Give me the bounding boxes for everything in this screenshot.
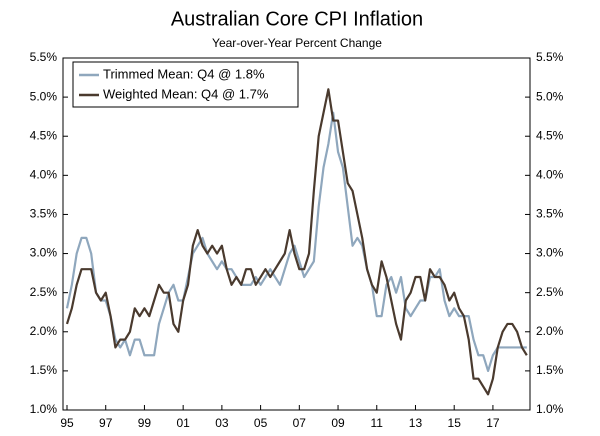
y-tick-label: 5.5% xyxy=(30,50,58,64)
series-line xyxy=(65,111,527,372)
plot-frame xyxy=(62,57,531,411)
legend-box xyxy=(72,61,299,108)
y-tick-label: 3.0% xyxy=(30,246,58,260)
y2-tick-label: 1.0% xyxy=(536,402,564,416)
y2-tick-label: 4.5% xyxy=(536,128,564,142)
y-tick-label: 3.5% xyxy=(30,207,58,221)
x-tick-label: 13 xyxy=(409,416,423,430)
x-tick-label: 09 xyxy=(331,416,345,430)
y2-tick-label: 5.0% xyxy=(536,89,564,103)
y2-tick-label: 2.5% xyxy=(536,285,564,299)
y-tick-label: 2.5% xyxy=(30,285,58,299)
y2-tick-label: 3.5% xyxy=(536,207,564,221)
x-tick-label: 95 xyxy=(60,416,74,430)
y2-tick-label: 3.0% xyxy=(536,246,564,260)
x-tick-label: 07 xyxy=(293,416,307,430)
y2-tick-label: 5.5% xyxy=(536,50,564,64)
series-line xyxy=(65,88,528,396)
x-tick-label: 97 xyxy=(99,416,113,430)
y-tick-label: 5.0% xyxy=(30,89,58,103)
legend-label: Weighted Mean: Q4 @ 1.7% xyxy=(103,86,269,101)
x-tick-label: 01 xyxy=(176,416,190,430)
x-tick-label: 05 xyxy=(254,416,268,430)
legend-label: Trimmed Mean: Q4 @ 1.8% xyxy=(103,66,265,81)
chart-subtitle: Year-over-Year Percent Change xyxy=(212,36,382,50)
y-tick-label: 2.0% xyxy=(30,324,58,338)
x-tick-label: 17 xyxy=(486,416,500,430)
chart-title: Australian Core CPI Inflation xyxy=(171,8,423,30)
x-tick-label: 99 xyxy=(138,416,152,430)
x-tick-label: 11 xyxy=(371,416,384,430)
y-tick-label: 4.5% xyxy=(30,128,58,142)
x-tick-label: 15 xyxy=(448,416,462,430)
y2-tick-label: 2.0% xyxy=(536,324,564,338)
y2-tick-label: 4.0% xyxy=(536,168,564,182)
y-tick-label: 4.0% xyxy=(30,168,58,182)
x-tick-label: 03 xyxy=(215,416,229,430)
y-tick-label: 1.0% xyxy=(30,402,58,416)
y2-tick-label: 1.5% xyxy=(536,363,564,377)
y-tick-label: 1.5% xyxy=(30,363,58,377)
